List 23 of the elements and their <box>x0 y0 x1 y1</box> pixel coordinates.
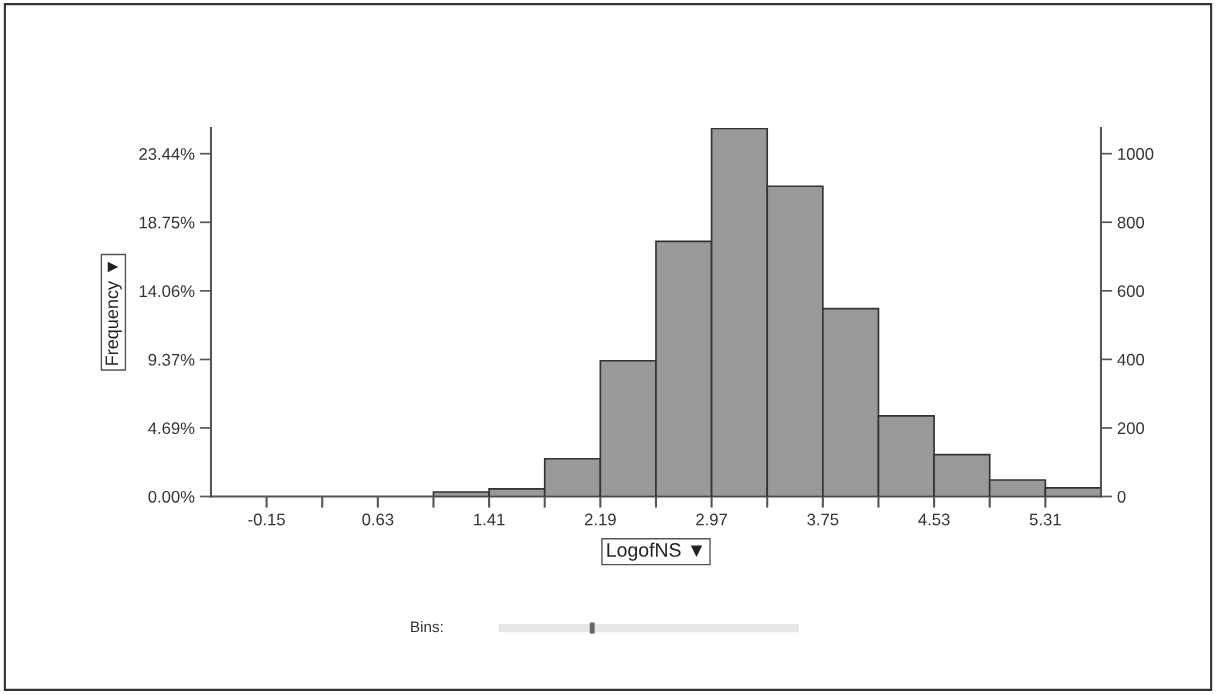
y-tick-label: 14.06% <box>139 285 195 298</box>
x-tick-label: 2.97 <box>696 513 727 526</box>
x-tick-label: 4.53 <box>918 513 950 526</box>
x-tick-label: 3.75 <box>807 513 839 526</box>
y-tick-label: 18.75% <box>139 216 195 229</box>
y2-tick-label: 200 <box>1117 422 1145 435</box>
x-tick-label: 5.31 <box>1029 513 1061 526</box>
text: Bins: <box>411 620 443 633</box>
x-tick-label: 0.63 <box>362 513 394 526</box>
x-tick-label: -0.15 <box>248 513 285 526</box>
y2-tick-label: 0 <box>1117 490 1126 503</box>
x-axis-title: LogofNS ▼ <box>607 542 703 561</box>
y-tick-label: 23.44% <box>139 148 195 160</box>
x-tick-label: 1.41 <box>474 513 505 526</box>
y-tick-label: 4.69% <box>148 422 195 435</box>
y2-tick-label: 800 <box>1117 216 1145 229</box>
y-tick-label: 9.37% <box>148 353 195 366</box>
y2-tick-label: 600 <box>1117 285 1145 298</box>
y-tick-label: 0.00% <box>148 490 195 503</box>
y2-tick-label: 400 <box>1117 353 1145 366</box>
y2-tick-label: 1000 <box>1118 148 1154 160</box>
x-tick-label: 2.19 <box>584 513 616 526</box>
y-axis-title: Frequency ▼ <box>105 261 122 365</box>
